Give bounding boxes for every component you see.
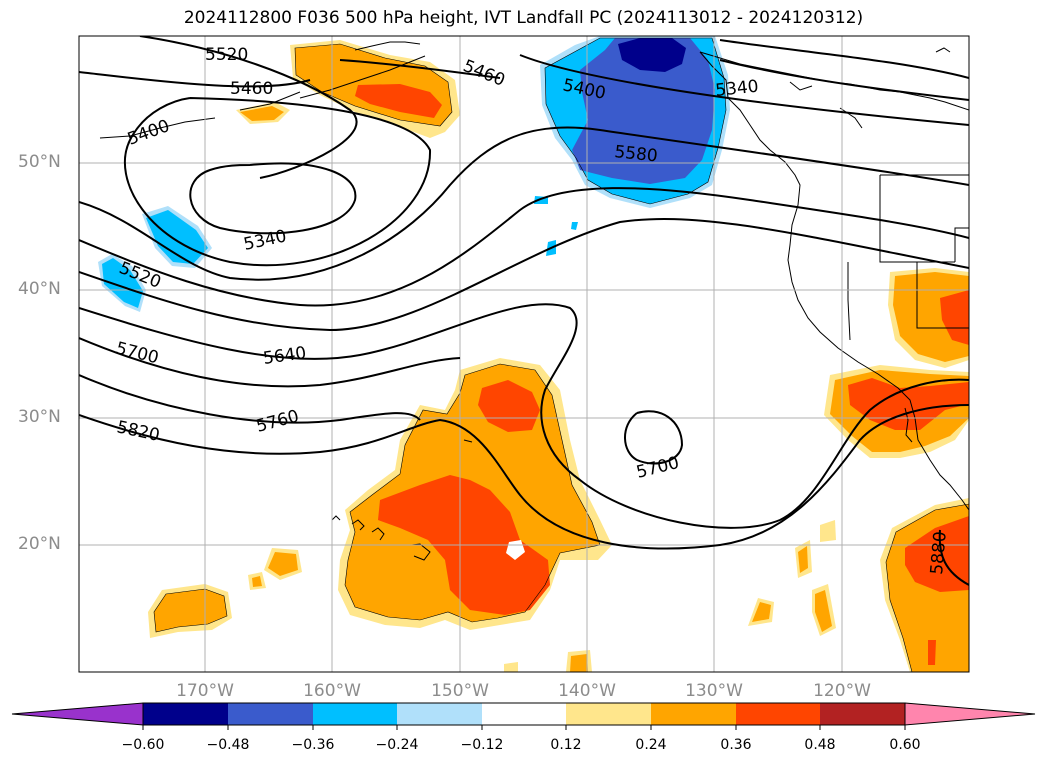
contour-label: 5520 xyxy=(205,45,248,65)
colorbar-tick-label: −0.36 xyxy=(291,737,335,753)
colorbar-segment xyxy=(143,703,228,725)
lon-label: 140°W xyxy=(558,681,616,701)
colorbar-segment xyxy=(736,703,820,725)
contour-label: 5880 xyxy=(927,531,951,576)
contour-label: 5820 xyxy=(115,417,161,446)
map-frame xyxy=(78,35,970,673)
colorbar-tick-label: 0.60 xyxy=(889,737,921,753)
colorbar-extend-high xyxy=(904,702,1036,726)
colorbar-tick-label: −0.60 xyxy=(121,737,165,753)
lon-label: 160°W xyxy=(303,681,361,701)
contour-label: 5400 xyxy=(125,116,172,150)
colorbar-tick-label: 0.12 xyxy=(550,737,582,753)
colorbar-segment xyxy=(397,703,482,725)
colorbar-tick-label: −0.24 xyxy=(375,737,419,753)
contour-label: 5700 xyxy=(634,453,681,483)
colorbar-segment xyxy=(228,703,313,725)
lat-label: 20°N xyxy=(18,534,61,554)
colorbar-segment xyxy=(820,703,905,725)
map-title: 2024112800 F036 500 hPa height, IVT Land… xyxy=(183,8,864,28)
contour-label: 5340 xyxy=(242,226,288,255)
colorbar-segment xyxy=(313,703,397,725)
contour-label: 5580 xyxy=(613,142,658,166)
colorbar-tick-label: 0.24 xyxy=(635,737,667,753)
map-content: 5520 5460 5400 5340 5520 5700 5640 5760 … xyxy=(79,36,969,672)
lat-label: 40°N xyxy=(18,279,61,299)
lon-label: 170°W xyxy=(176,681,234,701)
contour-label: 5760 xyxy=(254,406,301,437)
height-contours xyxy=(79,36,969,586)
lon-label: 130°W xyxy=(685,681,743,701)
colorbar-tick-label: −0.12 xyxy=(460,737,504,753)
colorbar-tick-label: −0.48 xyxy=(206,737,250,753)
contour-label: 5460 xyxy=(230,79,273,99)
colorbar-segment xyxy=(482,703,566,725)
contour-label: 5640 xyxy=(262,343,308,369)
anomaly-outlines xyxy=(153,37,969,672)
contour-label: 5460 xyxy=(460,56,508,91)
contour-label: 5340 xyxy=(714,77,759,101)
contour-label: 5700 xyxy=(114,338,161,368)
colorbar-tick-label: 0.48 xyxy=(804,737,836,753)
colorbar xyxy=(11,702,1036,730)
lat-label: 50°N xyxy=(18,152,61,172)
colorbar-segment xyxy=(566,703,651,725)
lon-label: 120°W xyxy=(813,681,871,701)
colorbar-tick-label: 0.36 xyxy=(720,737,752,753)
lon-label: 150°W xyxy=(431,681,489,701)
colorbar-extend-low xyxy=(11,702,144,726)
lat-label: 30°N xyxy=(18,407,61,427)
colorbar-segment xyxy=(651,703,736,725)
